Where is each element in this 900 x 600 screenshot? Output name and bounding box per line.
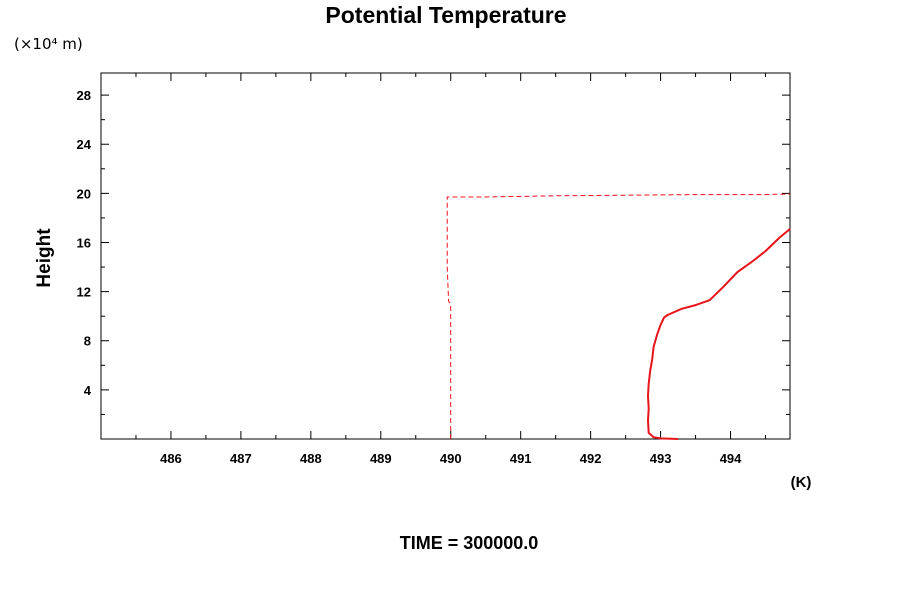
x-tick-label: 486 <box>160 451 182 466</box>
x-axis-ticks: 486 487 488 489 490 491 492 493 494 <box>100 73 767 466</box>
y-tick-label: 12 <box>77 285 91 300</box>
y-tick-label: 24 <box>77 137 92 152</box>
series-layer <box>446 193 791 440</box>
y-scale-label: (×10⁴ m) <box>14 35 83 53</box>
y-tick-label: 20 <box>77 186 91 201</box>
y-tick-label: 16 <box>77 235 91 250</box>
x-tick-label: 490 <box>440 451 462 466</box>
y-tick-label: 28 <box>77 88 91 103</box>
x-tick-label: 487 <box>230 451 252 466</box>
x-tick-label: 492 <box>580 451 602 466</box>
time-footer: TIME = 300000.0 <box>400 533 539 553</box>
solid-profile-line <box>647 228 791 440</box>
dashed-profile-line <box>446 193 791 439</box>
x-tick-label: 489 <box>370 451 392 466</box>
chart-title: Potential Temperature <box>325 2 566 28</box>
y-axis-label: Height <box>34 228 55 288</box>
x-tick-label: 494 <box>720 451 742 466</box>
plot-frame <box>100 72 791 440</box>
y-axis-ticks: 4 8 12 16 20 24 28 <box>77 88 790 415</box>
x-tick-label: 491 <box>510 451 532 466</box>
x-tick-label: 493 <box>650 451 672 466</box>
x-axis-label: (K) <box>791 474 812 491</box>
y-tick-label: 4 <box>84 383 92 398</box>
x-tick-label: 488 <box>300 451 322 466</box>
y-tick-label: 8 <box>84 334 91 349</box>
